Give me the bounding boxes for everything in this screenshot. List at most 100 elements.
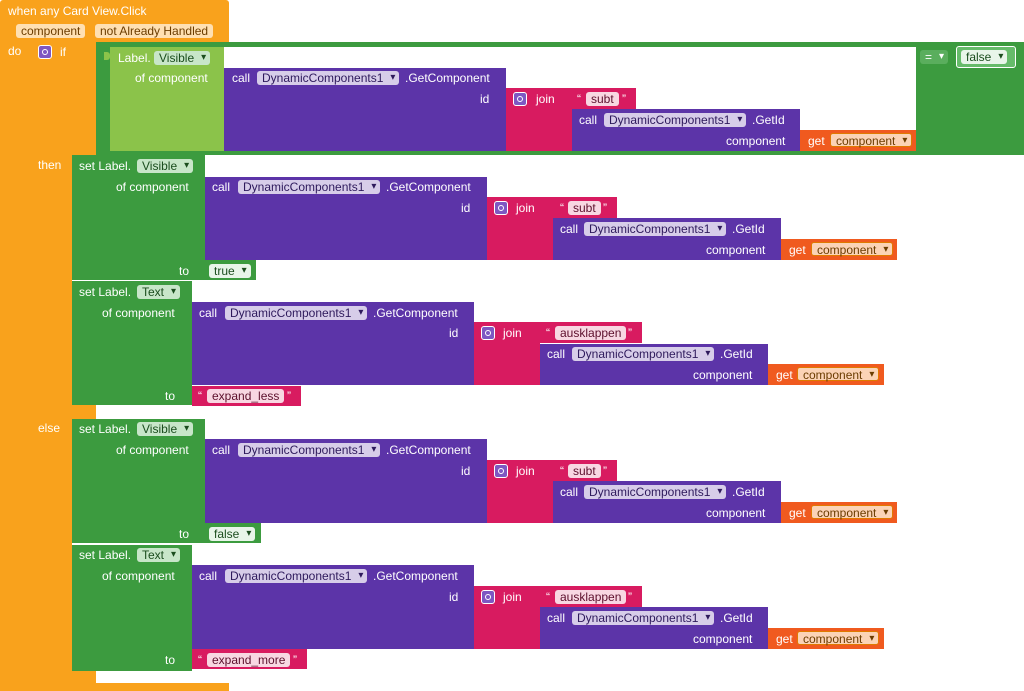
connector-nub xyxy=(104,52,110,60)
get-variable-dropdown[interactable]: component xyxy=(797,367,880,382)
get-variable-dropdown[interactable]: component xyxy=(830,133,913,148)
set-label-visible-else[interactable] xyxy=(72,419,205,543)
set-property-text-dropdown[interactable]: Text xyxy=(137,548,181,562)
set-property-text-dropdown[interactable]: Text xyxy=(137,285,181,299)
set-property-visible-dropdown[interactable]: Visible xyxy=(137,422,194,436)
text-value-subt[interactable]: subt xyxy=(586,92,619,106)
getid-method: .GetId xyxy=(720,611,753,625)
text-value-ausklappen[interactable]: ausklappen xyxy=(555,590,627,604)
then-label: then xyxy=(38,158,62,172)
text-value-expand-less[interactable]: expand_less xyxy=(207,389,285,403)
quote-close: ” xyxy=(622,92,626,106)
get-label: get xyxy=(776,632,793,646)
dynamic-components-dropdown-getid[interactable]: DynamicComponents1 xyxy=(584,222,727,236)
join-label: join xyxy=(503,590,522,604)
getcomponent-method: .GetComponent xyxy=(386,180,471,194)
get-variable-dropdown[interactable]: component xyxy=(811,505,894,520)
quote-open: “ xyxy=(546,590,550,604)
text-value-expand-more[interactable]: expand_more xyxy=(207,653,291,667)
getid-method: .GetId xyxy=(732,222,765,236)
call-label: call xyxy=(212,180,231,194)
component-arg-label: component xyxy=(706,506,766,520)
quote-open: “ xyxy=(546,326,550,340)
call-label: call xyxy=(199,569,218,583)
dynamic-components-dropdown[interactable]: DynamicComponents1 xyxy=(238,443,381,457)
event-left-rail xyxy=(0,42,30,683)
component-arg-label: component xyxy=(706,243,766,257)
call-label-getid: call xyxy=(547,611,566,625)
id-label: id xyxy=(480,92,490,106)
connector-nub xyxy=(96,48,102,56)
set-property-visible-dropdown[interactable]: Visible xyxy=(137,159,194,173)
set-label-prefix: set Label. xyxy=(79,285,132,299)
quote-close: ” xyxy=(603,464,607,478)
getcomponent-method: .GetComponent xyxy=(405,71,490,85)
of-component-label: of component xyxy=(116,443,189,457)
event-block[interactable]: when any Card View.Click component not A… xyxy=(0,0,229,42)
get-variable-dropdown[interactable]: component xyxy=(797,631,880,646)
dynamic-components-dropdown-getid[interactable]: DynamicComponents1 xyxy=(604,113,747,127)
quote-open: “ xyxy=(560,201,564,215)
join-label: join xyxy=(536,92,555,106)
event-param-component[interactable]: component xyxy=(16,24,86,38)
quote-close: ” xyxy=(603,201,607,215)
get-label: get xyxy=(776,368,793,382)
get-label: get xyxy=(789,243,806,257)
get-variable-dropdown[interactable]: component xyxy=(811,242,894,257)
dynamic-components-dropdown[interactable]: DynamicComponents1 xyxy=(257,71,400,85)
event-param-not-handled[interactable]: not Already Handled xyxy=(95,24,214,38)
event-title: when any Card View.Click xyxy=(8,4,147,18)
quote-open: “ xyxy=(560,464,564,478)
if-then-gap xyxy=(72,405,96,420)
component-arg-label: component xyxy=(726,134,786,148)
join-mutator-gear-icon[interactable] xyxy=(481,326,495,340)
join-mutator-gear-icon[interactable] xyxy=(513,92,527,106)
text-value-subt[interactable]: subt xyxy=(568,201,601,215)
set-label-text-then[interactable] xyxy=(72,281,192,405)
text-value-subt[interactable]: subt xyxy=(568,464,601,478)
false-dropdown-condition[interactable]: false xyxy=(961,50,1008,64)
id-label: id xyxy=(461,464,471,478)
quote-close: ” xyxy=(293,653,297,667)
to-label: to xyxy=(165,653,176,667)
dynamic-components-dropdown[interactable]: DynamicComponents1 xyxy=(238,180,381,194)
compare-operator-dropdown[interactable]: = xyxy=(920,50,949,64)
dynamic-components-dropdown-getid[interactable]: DynamicComponents1 xyxy=(572,611,715,625)
false-dropdown[interactable]: false xyxy=(209,527,256,541)
component-arg-label: component xyxy=(693,632,753,646)
to-label: to xyxy=(179,264,190,278)
set-label-visible-then[interactable] xyxy=(72,155,205,280)
label-getter-property-dropdown[interactable]: Visible xyxy=(154,51,211,65)
else-label: else xyxy=(38,421,61,435)
join-mutator-gear-icon[interactable] xyxy=(494,464,508,478)
do-label: do xyxy=(8,44,22,58)
getcomponent-method: .GetComponent xyxy=(386,443,471,457)
of-component-label: of component xyxy=(116,180,189,194)
dynamic-components-dropdown[interactable]: DynamicComponents1 xyxy=(225,569,368,583)
quote-open: “ xyxy=(577,92,581,106)
of-component-label: of component xyxy=(135,71,208,85)
call-label-getid: call xyxy=(560,222,579,236)
join-label: join xyxy=(503,326,522,340)
component-arg-label: component xyxy=(693,368,753,382)
join-mutator-gear-icon[interactable] xyxy=(494,201,508,215)
quote-close: ” xyxy=(628,590,632,604)
quote-open: “ xyxy=(198,389,202,403)
set-label-prefix: set Label. xyxy=(79,548,132,562)
set-label-text-else[interactable] xyxy=(72,545,192,671)
dynamic-components-dropdown[interactable]: DynamicComponents1 xyxy=(225,306,368,320)
dynamic-components-dropdown-getid[interactable]: DynamicComponents1 xyxy=(584,485,727,499)
to-label: to xyxy=(165,389,176,403)
getid-method: .GetId xyxy=(732,485,765,499)
call-label-getid: call xyxy=(579,113,598,127)
id-label: id xyxy=(461,201,471,215)
if-block-bottom xyxy=(30,671,96,683)
set-label-prefix: set Label. xyxy=(79,159,132,173)
dynamic-components-dropdown-getid[interactable]: DynamicComponents1 xyxy=(572,347,715,361)
join-mutator-gear-icon[interactable] xyxy=(481,590,495,604)
if-mutator-gear-icon[interactable] xyxy=(38,45,52,59)
call-label: call xyxy=(232,71,251,85)
text-value-ausklappen[interactable]: ausklappen xyxy=(555,326,627,340)
true-dropdown[interactable]: true xyxy=(209,264,251,278)
if-block-header[interactable] xyxy=(30,42,96,155)
